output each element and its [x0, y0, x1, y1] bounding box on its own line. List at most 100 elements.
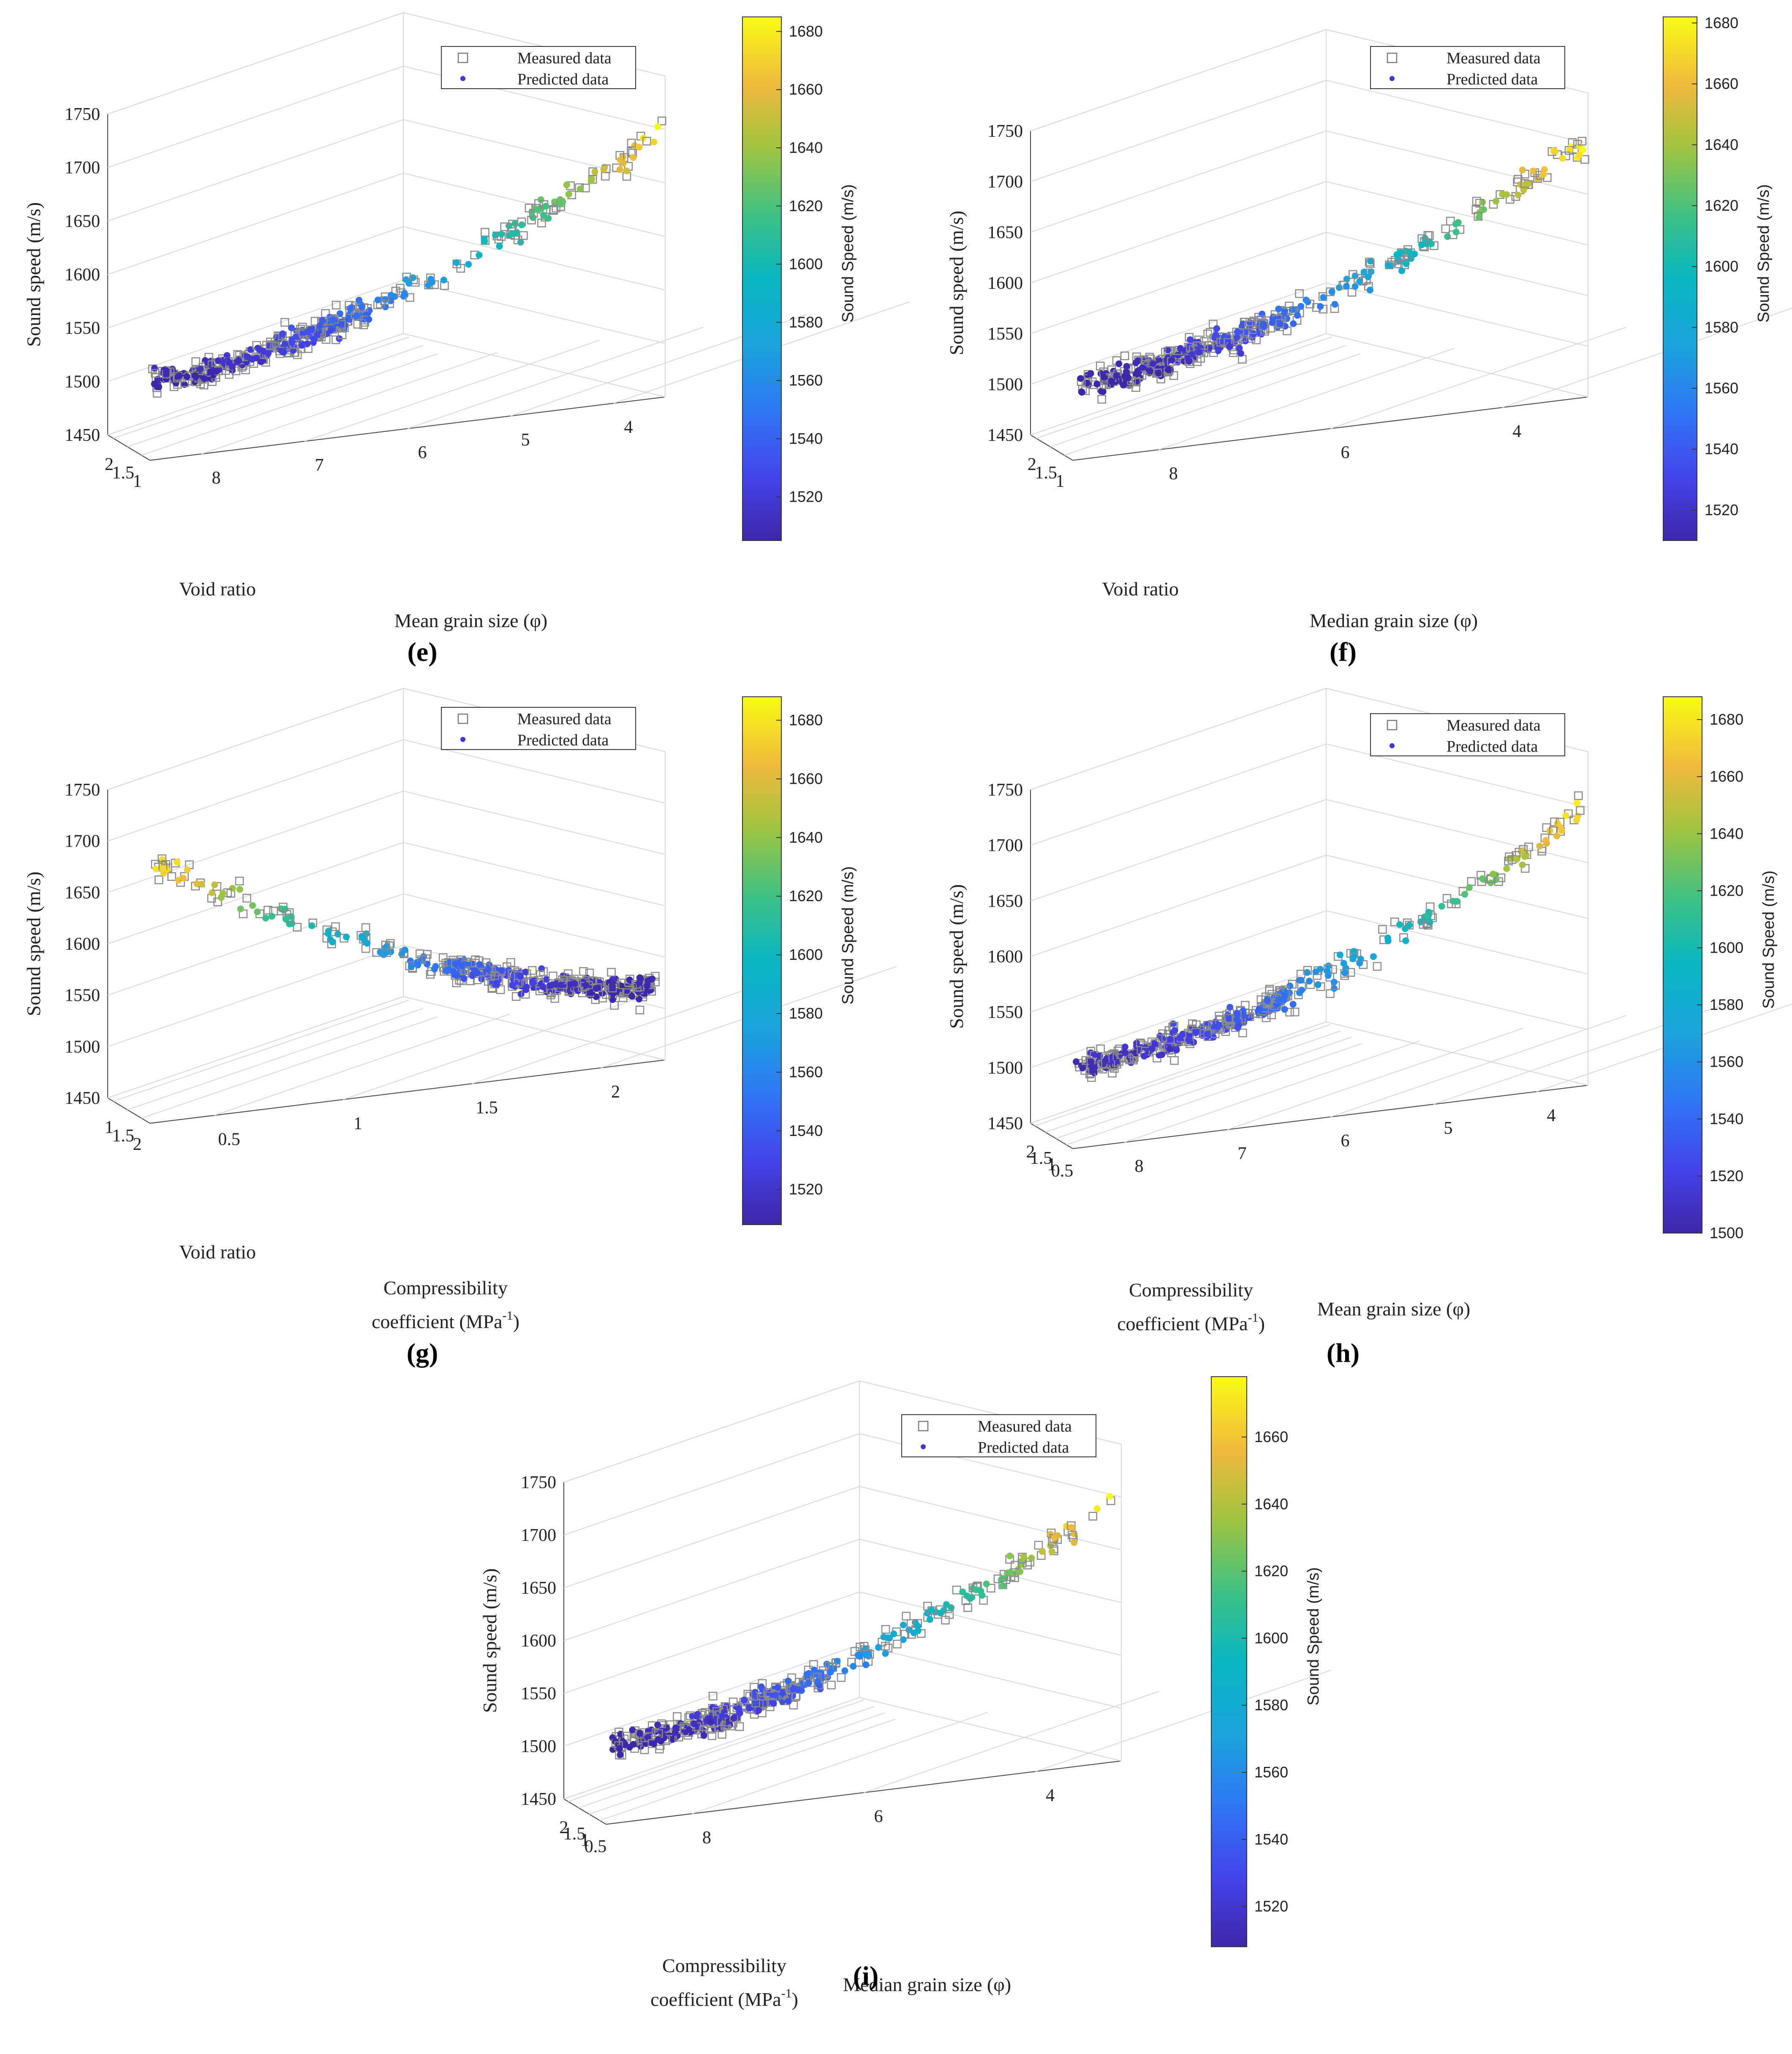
x-gridline	[113, 337, 409, 439]
predicted-point	[926, 1616, 933, 1623]
legend-box	[441, 46, 636, 89]
z-gridline-right	[403, 996, 666, 1060]
measured-point	[743, 1690, 753, 1699]
predicted-point	[626, 976, 633, 984]
colorbar-tick-label: 1540	[1705, 440, 1738, 458]
predicted-point	[1155, 370, 1162, 377]
predicted-point	[1264, 997, 1271, 1004]
predicted-point	[943, 1601, 950, 1608]
predicted-point	[693, 1713, 700, 1720]
predicted-point	[223, 352, 231, 359]
predicted-point	[1088, 1058, 1095, 1065]
predicted-point	[650, 139, 658, 146]
predicted-point	[481, 235, 488, 242]
predicted-point	[654, 123, 661, 130]
measured-point	[519, 231, 528, 240]
predicted-point	[1167, 1035, 1174, 1043]
colorbar-tick-label: 1620	[789, 887, 823, 905]
measured-point	[902, 1611, 911, 1621]
x-tick-label: 1	[105, 1118, 114, 1137]
x-tick-label: 1.5	[563, 1824, 586, 1844]
x-gridline	[1064, 353, 1360, 456]
predicted-point	[543, 976, 550, 983]
predicted-point	[1259, 310, 1266, 318]
predicted-point	[473, 970, 481, 977]
predicted-point	[542, 203, 549, 210]
colorbar-gradient	[742, 16, 782, 541]
predicted-point	[616, 166, 623, 173]
predicted-point	[1552, 148, 1559, 155]
predicted-point	[565, 190, 572, 198]
colorbar-tick-label: 1580	[1254, 1696, 1288, 1714]
colorbar-tick-label: 1520	[1254, 1898, 1288, 1915]
predicted-point	[880, 1633, 887, 1641]
predicted-point	[1553, 832, 1561, 840]
predicted-point	[875, 1644, 882, 1651]
predicted-point	[1096, 1052, 1103, 1060]
predicted-point	[529, 978, 536, 985]
predicted-point	[1461, 891, 1468, 898]
predicted-point	[630, 154, 637, 161]
z-tick-label: 1550	[521, 1684, 556, 1704]
z-gridline-left	[107, 996, 404, 1098]
measured-point	[1349, 270, 1357, 279]
legend-measured-label: Measured data	[1447, 49, 1541, 67]
predicted-point	[983, 1580, 990, 1587]
predicted-point	[1256, 1006, 1263, 1013]
colorbar: 1520 1540 1560 1580 1600 1620 1640 1660 1680 Soun…	[742, 696, 857, 1225]
colorbar-tick-label: 1600	[789, 946, 823, 963]
predicted-point	[963, 1592, 971, 1600]
predicted-point	[1281, 1006, 1288, 1013]
colorbar-tick-label: 1560	[789, 1063, 823, 1081]
predicted-point	[779, 1690, 786, 1697]
predicted-point	[1260, 323, 1267, 330]
predicted-point	[600, 166, 607, 173]
measured-point	[231, 367, 241, 375]
predicted-point	[999, 1582, 1006, 1589]
y-gridline	[1502, 307, 1792, 408]
colorbar-gradient	[1663, 696, 1702, 1233]
legend-predicted-label: Predicted data	[1447, 71, 1538, 88]
predicted-point	[1542, 837, 1550, 844]
predicted-point	[691, 1720, 698, 1728]
colorbar-tick-label: 1560	[789, 372, 823, 389]
colorbar-tick-label: 1580	[789, 1005, 823, 1022]
colorbar-title: Sound Speed (m/s)	[1760, 870, 1778, 1008]
predicted-point	[1398, 267, 1406, 274]
measured-point	[1224, 1014, 1233, 1023]
z-tick-label: 1700	[521, 1526, 556, 1545]
predicted-point	[850, 1663, 857, 1670]
colorbar-tick-label: 1620	[789, 197, 823, 215]
z-gridline-left	[1030, 1022, 1327, 1124]
z-tick-label: 1650	[65, 883, 100, 902]
predicted-point	[1367, 258, 1374, 265]
colorbar-tick-label: 1600	[1710, 939, 1743, 956]
predicted-point	[288, 324, 295, 331]
x-gridline	[127, 345, 423, 447]
colorbar-tick-label: 1680	[1710, 711, 1743, 728]
predicted-point	[862, 1661, 870, 1668]
z-tick-label: 1500	[987, 1058, 1023, 1078]
predicted-point	[159, 865, 166, 872]
predicted-point	[288, 339, 296, 346]
colorbar-tick-label: 1620	[1710, 882, 1743, 899]
predicted-point	[655, 1736, 662, 1743]
predicted-point	[1169, 1020, 1177, 1027]
predicted-point	[365, 316, 373, 323]
floor-left-edge	[563, 1799, 606, 1825]
legend-measured-label: Measured data	[978, 1418, 1072, 1435]
predicted-point	[207, 368, 214, 375]
predicted-point	[1562, 812, 1569, 819]
predicted-point	[509, 230, 517, 237]
measured-point	[1549, 826, 1558, 835]
z-tick-label: 1450	[65, 426, 100, 445]
z-gridline-left	[107, 65, 404, 168]
y-tick-label: 1	[354, 1114, 362, 1133]
predicted-point	[1341, 970, 1349, 977]
predicted-point	[1365, 273, 1372, 280]
predicted-point	[318, 317, 326, 324]
measured-point	[496, 985, 505, 994]
colorbar-tick-label: 1580	[1710, 996, 1743, 1013]
colorbar-tick-label: 1640	[1705, 136, 1738, 153]
z-gridline-right	[1326, 910, 1588, 975]
